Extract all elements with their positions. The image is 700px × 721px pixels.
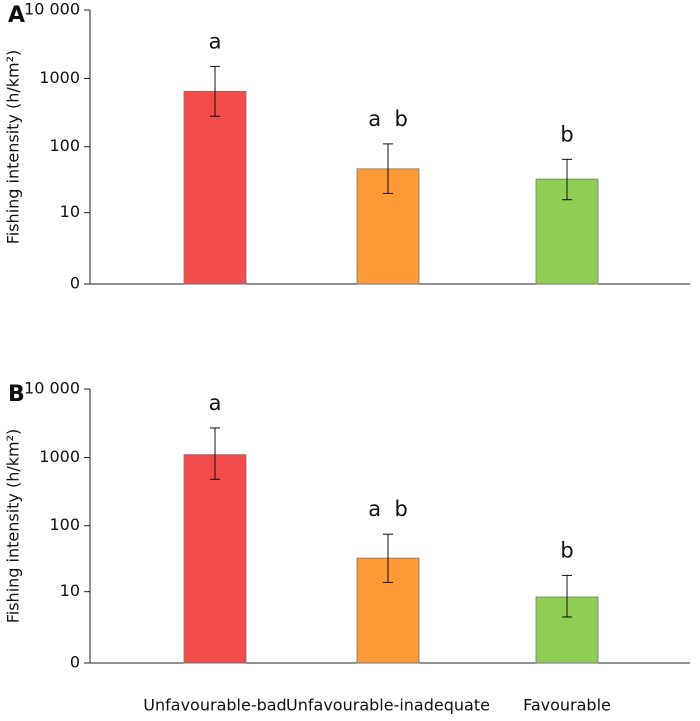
y-tick-label: 10 000 [24,379,80,398]
significance-label: b [560,538,573,562]
bar [183,90,247,285]
x-tick-label: Favourable [523,696,611,715]
y-axis-label: Fishing intensity (h/km²) [4,429,23,624]
y-tick-label: 0 [70,274,80,293]
x-tick-label: Unfavourable-bad [143,696,286,715]
y-tick-label: 10 000 [24,0,80,19]
significance-label: a b [368,107,408,131]
significance-label: b [560,122,573,146]
y-tick-label: 0 [70,653,80,672]
y-tick-label: 1000 [39,68,80,87]
panel-label: B [8,382,25,407]
y-tick-label: 1000 [39,447,80,466]
y-tick-label: 100 [49,515,80,534]
significance-label: a [209,391,222,415]
y-tick-label: 100 [49,136,80,155]
bar [183,454,247,664]
significance-label: a [209,29,222,53]
panel-label: A [8,3,25,28]
y-axis-label: Fishing intensity (h/km²) [4,50,23,245]
significance-label: a b [368,497,408,521]
y-tick-label: 10 [60,202,80,221]
y-tick-label: 10 [60,581,80,600]
x-tick-label: Unfavourable-inadequate [286,696,490,715]
bar [356,557,420,664]
